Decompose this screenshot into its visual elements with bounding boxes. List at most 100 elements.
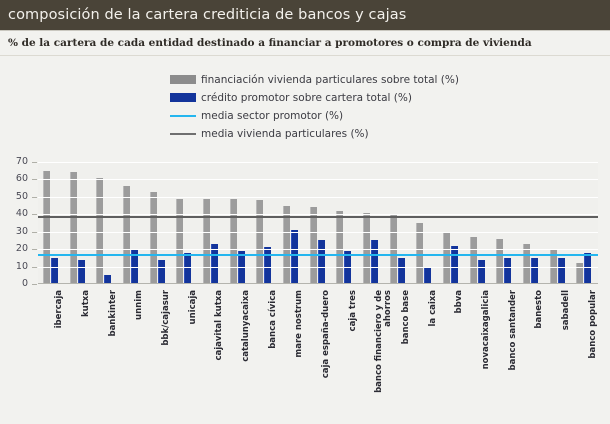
legend-item[interactable]: media vivienda particulares (%) [170,126,570,141]
x-axis-label: bbk/cajasur [161,290,171,346]
bar-credito-promotor[interactable] [157,259,165,284]
bar-credito-promotor[interactable] [530,257,538,284]
bar-vivienda-particulares[interactable] [469,236,477,284]
mean-line-promotor [38,254,598,257]
bar-credito-promotor[interactable] [477,259,485,284]
bar-vivienda-particulares[interactable] [122,186,130,284]
x-axis-label: mare nostrum [294,290,305,358]
bar-credito-promotor[interactable] [370,240,378,284]
x-axis-label: bankinter [107,290,118,337]
bar-vivienda-particulares[interactable] [362,212,370,284]
bar-group[interactable] [69,162,85,284]
bar-credito-promotor[interactable] [210,243,218,284]
x-axis-label: bbva [454,290,465,314]
bar-vivienda-particulares[interactable] [576,263,584,284]
bar-group[interactable] [256,162,272,284]
x-axis-label: sabadell [561,290,571,331]
bar-group[interactable] [42,162,58,284]
bar-credito-promotor[interactable] [584,252,592,284]
legend-label: media sector promotor (%) [201,109,344,122]
bar-vivienda-particulares[interactable] [336,210,344,284]
y-axis-tick-mark [32,179,37,181]
bar-vivienda-particulares[interactable] [96,177,104,284]
x-axis-label: banesto [534,290,545,329]
gridline [38,196,598,198]
bar-group[interactable] [416,162,432,284]
bar-vivienda-particulares[interactable] [256,200,264,284]
bar-group[interactable] [96,162,112,284]
plot-area: 0 10 20 30 40 50 60 70 [16,156,598,289]
chart-area: 0 10 20 30 40 50 60 70 ibercaja kutxa bankinter un… [0,150,610,424]
bar-group[interactable] [496,162,512,284]
y-axis-tick-mark [32,231,37,233]
bar-group[interactable] [522,162,538,284]
y-axis-tick-mark [32,284,37,285]
bar-group[interactable] [362,162,378,284]
bar-vivienda-particulares[interactable] [176,198,184,284]
bar-credito-promotor[interactable] [264,247,272,284]
y-axis-tick-label: 10 [15,260,28,272]
y-axis-tick-label: 0 [21,278,28,289]
bar-credito-promotor[interactable] [50,257,58,284]
gridline [38,231,598,233]
bar-vivienda-particulares[interactable] [522,243,530,284]
x-axis-label: kutxa [81,290,91,317]
bar-vivienda-particulares[interactable] [496,238,504,284]
y-axis-tick-mark [32,196,37,198]
page-subtitle: % de la cartera de cada entidad destinad… [8,37,532,49]
bar-group[interactable] [282,162,298,284]
bar-group[interactable] [469,162,485,284]
bar-vivienda-particulares[interactable] [202,198,210,284]
bar-vivienda-particulares[interactable] [42,170,50,284]
bar-group[interactable] [176,162,192,284]
bar-credito-promotor[interactable] [104,275,112,284]
bar-vivienda-particulares[interactable] [229,198,237,284]
title-bar: composición de la cartera crediticia de … [0,0,610,30]
page-title: composición de la cartera crediticia de … [8,7,407,23]
bar-credito-promotor[interactable] [290,229,298,284]
legend-item[interactable]: financiación vivienda particulares sobre… [170,72,570,87]
y-axis-tick-mark [32,162,37,163]
bar-group[interactable] [309,162,325,284]
bar-credito-promotor[interactable] [77,259,85,284]
x-axis-label: unnim [134,290,145,320]
mean-line-vivienda [38,216,598,219]
x-axis-label: cajavital kutxa [214,290,225,361]
bar-vivienda-particulares[interactable] [442,231,450,284]
legend-item[interactable]: media sector promotor (%) [170,108,570,123]
bar-credito-promotor[interactable] [450,245,458,284]
y-axis-tick-label: 20 [15,243,28,255]
y-axis-tick-label: 40 [15,208,28,220]
bar-vivienda-particulares[interactable] [416,223,424,284]
legend-swatch-line-grey [170,132,196,135]
gridline [38,162,598,163]
y-axis-tick-label: 50 [15,190,28,202]
bar-credito-promotor[interactable] [504,257,512,284]
chart-legend: financiación vivienda particulares sobre… [170,72,570,144]
bar-group[interactable] [576,162,592,284]
gridline [38,214,598,216]
gridline [38,266,598,268]
bar-credito-promotor[interactable] [184,252,192,284]
bar-vivienda-particulares[interactable] [282,205,290,284]
x-axis-label: banco base [401,290,411,345]
x-axis-label: banca cívica [267,290,278,349]
bar-vivienda-particulares[interactable] [149,191,157,284]
x-axis-label: caja españa-duero [321,290,331,379]
bar-credito-promotor[interactable] [424,268,432,284]
bar-group[interactable] [149,162,165,284]
x-axis-label: ibercaja [54,290,65,329]
bar-group[interactable] [442,162,458,284]
bar-group[interactable] [202,162,218,284]
x-axis-line [38,283,598,284]
x-axis-label: catalunyacaixa [241,290,251,362]
bar-credito-promotor[interactable] [317,240,325,284]
gridline [38,179,598,181]
x-axis-labels: ibercaja kutxa bankinter unnim bbk/cajasur un… [38,290,598,424]
y-axis-tick-label: 30 [15,225,28,237]
bar-vivienda-particulares[interactable] [69,172,77,284]
bar-credito-promotor[interactable] [397,257,405,284]
bar-credito-promotor[interactable] [557,257,565,284]
legend-item[interactable]: crédito promotor sobre cartera total (%) [170,90,570,105]
bar-vivienda-particulares[interactable] [309,207,317,284]
